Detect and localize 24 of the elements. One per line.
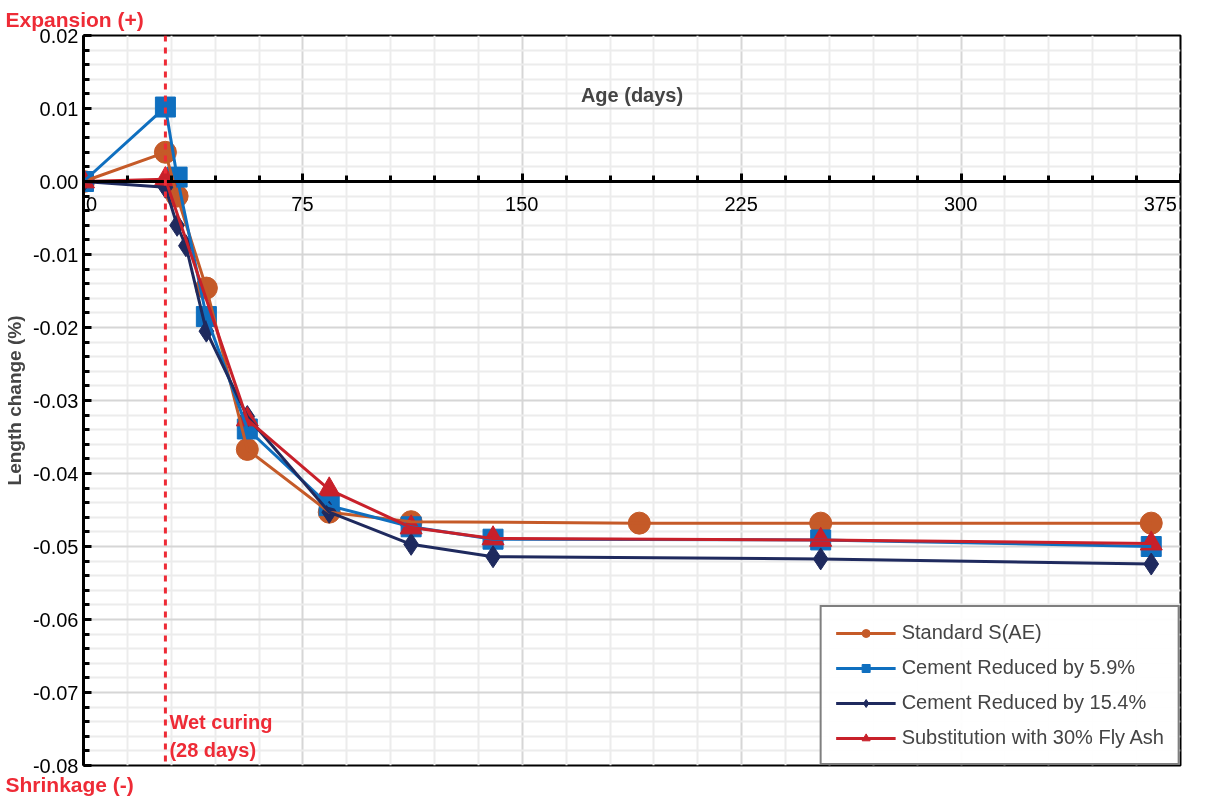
y-tick-label: -0.04 xyxy=(32,462,79,485)
y-tick-label: -0.06 xyxy=(32,608,79,631)
legend-label: Cement Reduced by 15.4% xyxy=(901,691,1147,714)
y-tick-label: -0.07 xyxy=(32,681,79,704)
legend-label: Substitution with 30% Fly Ash xyxy=(901,726,1164,749)
legend-label: Cement Reduced by 5.9% xyxy=(901,656,1136,679)
x-tick-label: 150 xyxy=(505,193,539,216)
ref-line-label: Wet curing (28 days) xyxy=(169,710,273,762)
x-axis-title: Age (days) xyxy=(580,83,684,106)
y-tick-label: -0.05 xyxy=(32,535,79,558)
x-tick-label: 300 xyxy=(943,193,978,216)
y-axis-title: Length change (%) xyxy=(3,315,25,486)
y-tick-label: -0.01 xyxy=(32,243,79,266)
y-tick-label: -0.02 xyxy=(32,316,79,339)
point xyxy=(1143,552,1160,576)
y-tick-label: 0.01 xyxy=(39,97,79,120)
x-tick-label: 375 xyxy=(1143,193,1177,216)
x-tick-label: 0 xyxy=(86,193,98,216)
x-tick-label: 75 xyxy=(291,193,314,216)
y-tick-label: -0.03 xyxy=(32,389,79,412)
y-tick-label: 0.00 xyxy=(39,170,79,193)
legend-label: Standard S(AE) xyxy=(901,621,1042,644)
x-tick-label: 225 xyxy=(724,193,758,216)
point xyxy=(1139,511,1163,535)
